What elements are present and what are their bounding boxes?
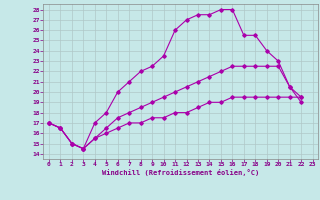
X-axis label: Windchill (Refroidissement éolien,°C): Windchill (Refroidissement éolien,°C) [102, 169, 260, 176]
